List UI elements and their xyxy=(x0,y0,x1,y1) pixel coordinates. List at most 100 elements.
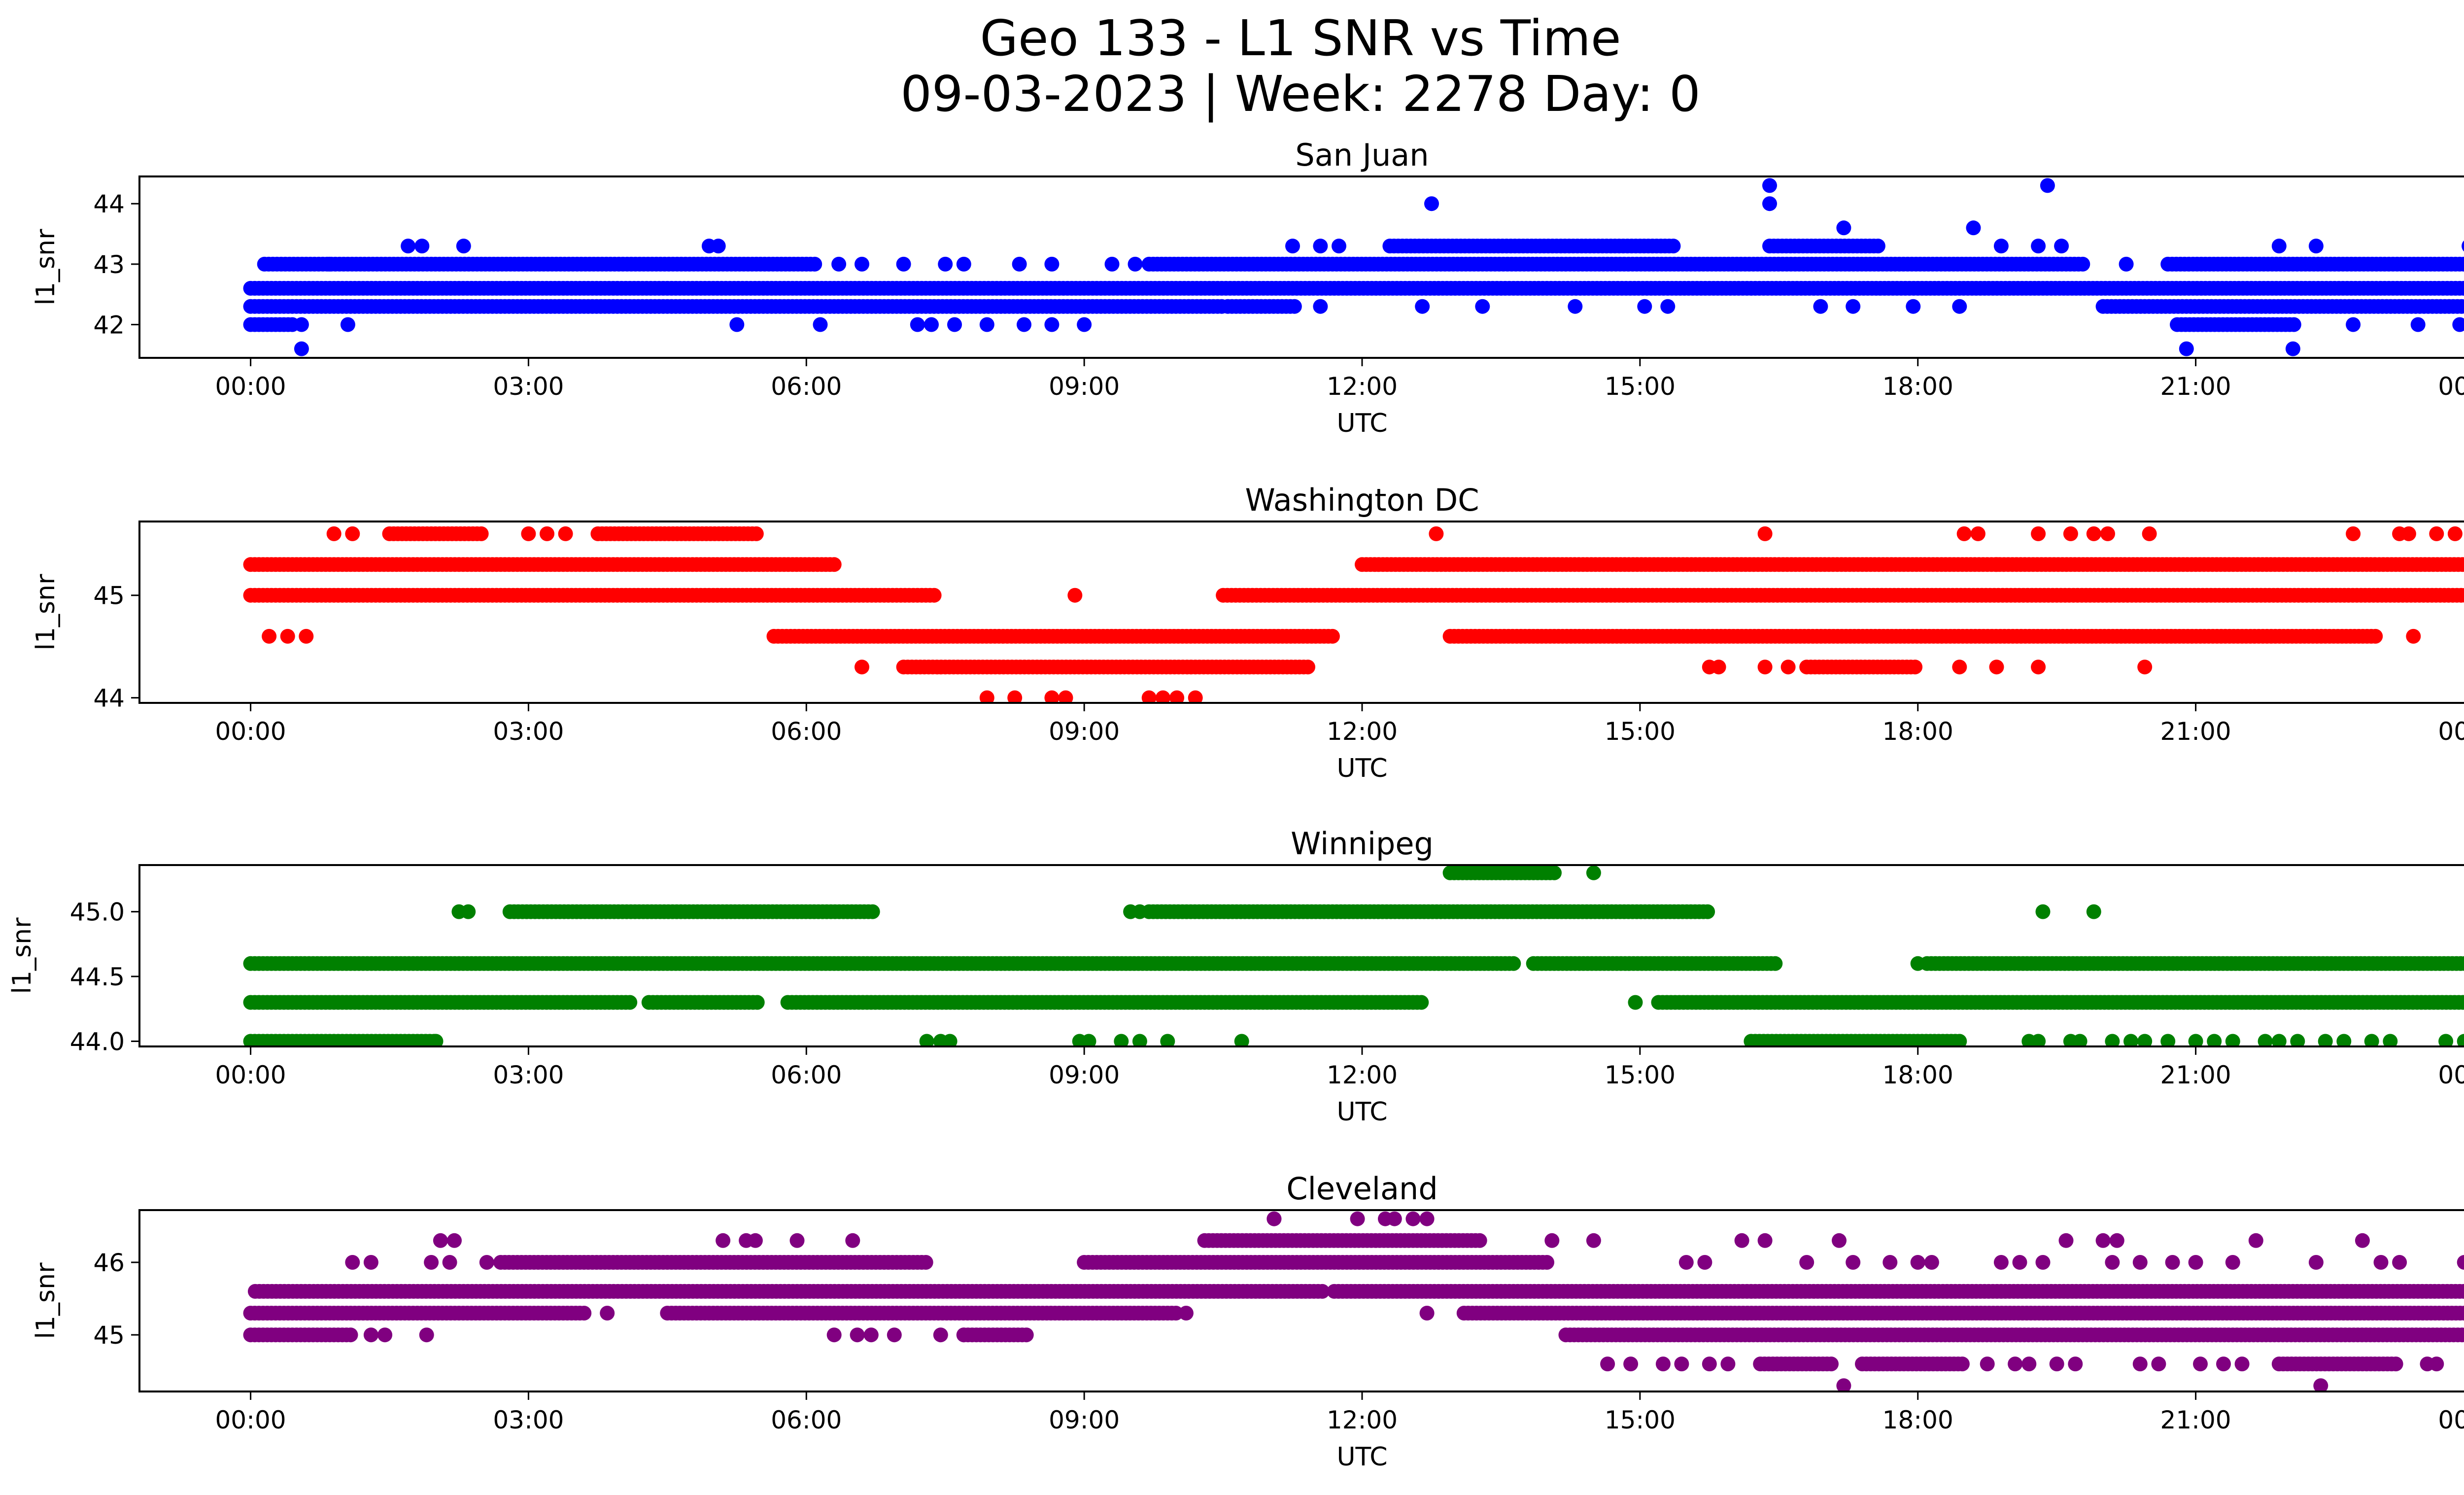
subplot-title: Winnipeg xyxy=(1291,826,1434,862)
data-point xyxy=(340,317,355,332)
data-point xyxy=(1424,196,1439,211)
data-point xyxy=(2031,239,2046,254)
data-point xyxy=(1568,299,1583,314)
data-point xyxy=(2410,317,2426,332)
data-point xyxy=(1007,690,1023,703)
data-point xyxy=(2207,1034,2222,1046)
x-tick-label: 09:00 xyxy=(1049,372,1120,401)
y-tick-label: 44 xyxy=(93,190,125,218)
x-tick-label: 00:00 xyxy=(215,372,286,401)
x-tick-label: 12:00 xyxy=(1327,1061,1398,1089)
data-point xyxy=(1506,956,1521,971)
data-point xyxy=(729,317,745,332)
data-point xyxy=(942,1034,958,1046)
data-point xyxy=(294,317,309,332)
data-point xyxy=(2462,241,2464,252)
data-point xyxy=(2462,590,2464,600)
data-point xyxy=(1956,526,1972,541)
data-point xyxy=(1114,1034,1129,1046)
data-point xyxy=(1768,956,1783,971)
data-point xyxy=(1332,239,1346,254)
data-point xyxy=(1169,690,1185,703)
data-point xyxy=(1234,1034,1249,1046)
data-point xyxy=(2462,302,2464,311)
data-run xyxy=(257,256,822,272)
data-point xyxy=(2438,1034,2454,1046)
data-point xyxy=(1285,239,1300,254)
data-point xyxy=(831,256,847,272)
x-tick-label: 21:00 xyxy=(2160,717,2231,746)
data-point xyxy=(1952,660,1967,675)
data-point xyxy=(2160,1034,2176,1046)
data-point xyxy=(749,526,764,541)
data-point xyxy=(924,317,939,332)
data-point xyxy=(813,317,828,332)
y-tick-label: 45.0 xyxy=(70,898,125,927)
data-point xyxy=(2123,1034,2138,1046)
data-run xyxy=(243,317,300,332)
data-point xyxy=(2072,1034,2088,1046)
x-tick-label: 06:00 xyxy=(771,372,842,401)
data-point xyxy=(2458,588,2464,603)
data-point xyxy=(540,526,554,541)
data-run xyxy=(243,1306,592,1321)
data-point xyxy=(1300,660,1315,675)
data-point xyxy=(1067,588,1083,603)
data-point xyxy=(1780,660,1796,675)
x-tick-label: 03:00 xyxy=(493,372,564,401)
data-point xyxy=(2346,317,2361,332)
x-tick-label: 00:00 xyxy=(2438,717,2464,746)
data-point xyxy=(2318,1034,2333,1046)
data-point xyxy=(1313,239,1328,254)
data-point xyxy=(2086,526,2101,541)
data-run xyxy=(243,995,638,1010)
data-point xyxy=(2031,1034,2046,1046)
scatter-series xyxy=(243,526,2464,703)
data-run xyxy=(1526,956,1783,971)
data-point xyxy=(896,256,911,272)
x-tick-label: 03:00 xyxy=(493,717,564,746)
data-point xyxy=(1188,690,1203,703)
data-point xyxy=(938,256,953,272)
data-point xyxy=(1993,239,2009,254)
data-point xyxy=(2142,526,2157,541)
data-point xyxy=(979,317,994,332)
data-point xyxy=(2031,526,2046,541)
data-point xyxy=(2271,239,2287,254)
y-tick-label: 44 xyxy=(93,684,125,713)
data-point xyxy=(2336,1034,2352,1046)
data-run xyxy=(2095,299,2464,314)
data-point xyxy=(1429,526,1444,541)
data-point xyxy=(521,526,536,541)
data-point xyxy=(1762,178,1777,193)
data-point xyxy=(1475,299,1490,314)
data-point xyxy=(750,995,765,1010)
data-run xyxy=(243,299,1230,314)
data-point xyxy=(322,256,337,272)
data-point xyxy=(1132,904,1147,919)
data-point xyxy=(2457,1034,2464,1046)
data-point xyxy=(622,995,638,1010)
data-point xyxy=(2457,956,2464,971)
data-run xyxy=(247,1284,1330,1299)
data-point xyxy=(2368,628,2383,644)
data-point xyxy=(2075,256,2090,272)
y-tick-label: 45 xyxy=(93,582,125,610)
y-tick-label: 43 xyxy=(93,250,125,279)
y-axis-label: l1_snr xyxy=(31,229,61,306)
data-point xyxy=(926,588,942,603)
data-point xyxy=(2285,341,2300,356)
data-point xyxy=(1870,239,1885,254)
data-run xyxy=(243,1034,442,1046)
data-point xyxy=(2031,660,2046,675)
data-point xyxy=(1128,256,1143,272)
data-point xyxy=(1952,1034,1967,1046)
data-point xyxy=(865,904,880,919)
x-tick-label: 09:00 xyxy=(1049,1061,1120,1089)
x-tick-label: 00:00 xyxy=(215,717,286,746)
data-point xyxy=(345,526,360,541)
axes-frame xyxy=(138,864,2464,1047)
data-run xyxy=(1327,1284,2464,1299)
data-point xyxy=(1077,317,1092,332)
